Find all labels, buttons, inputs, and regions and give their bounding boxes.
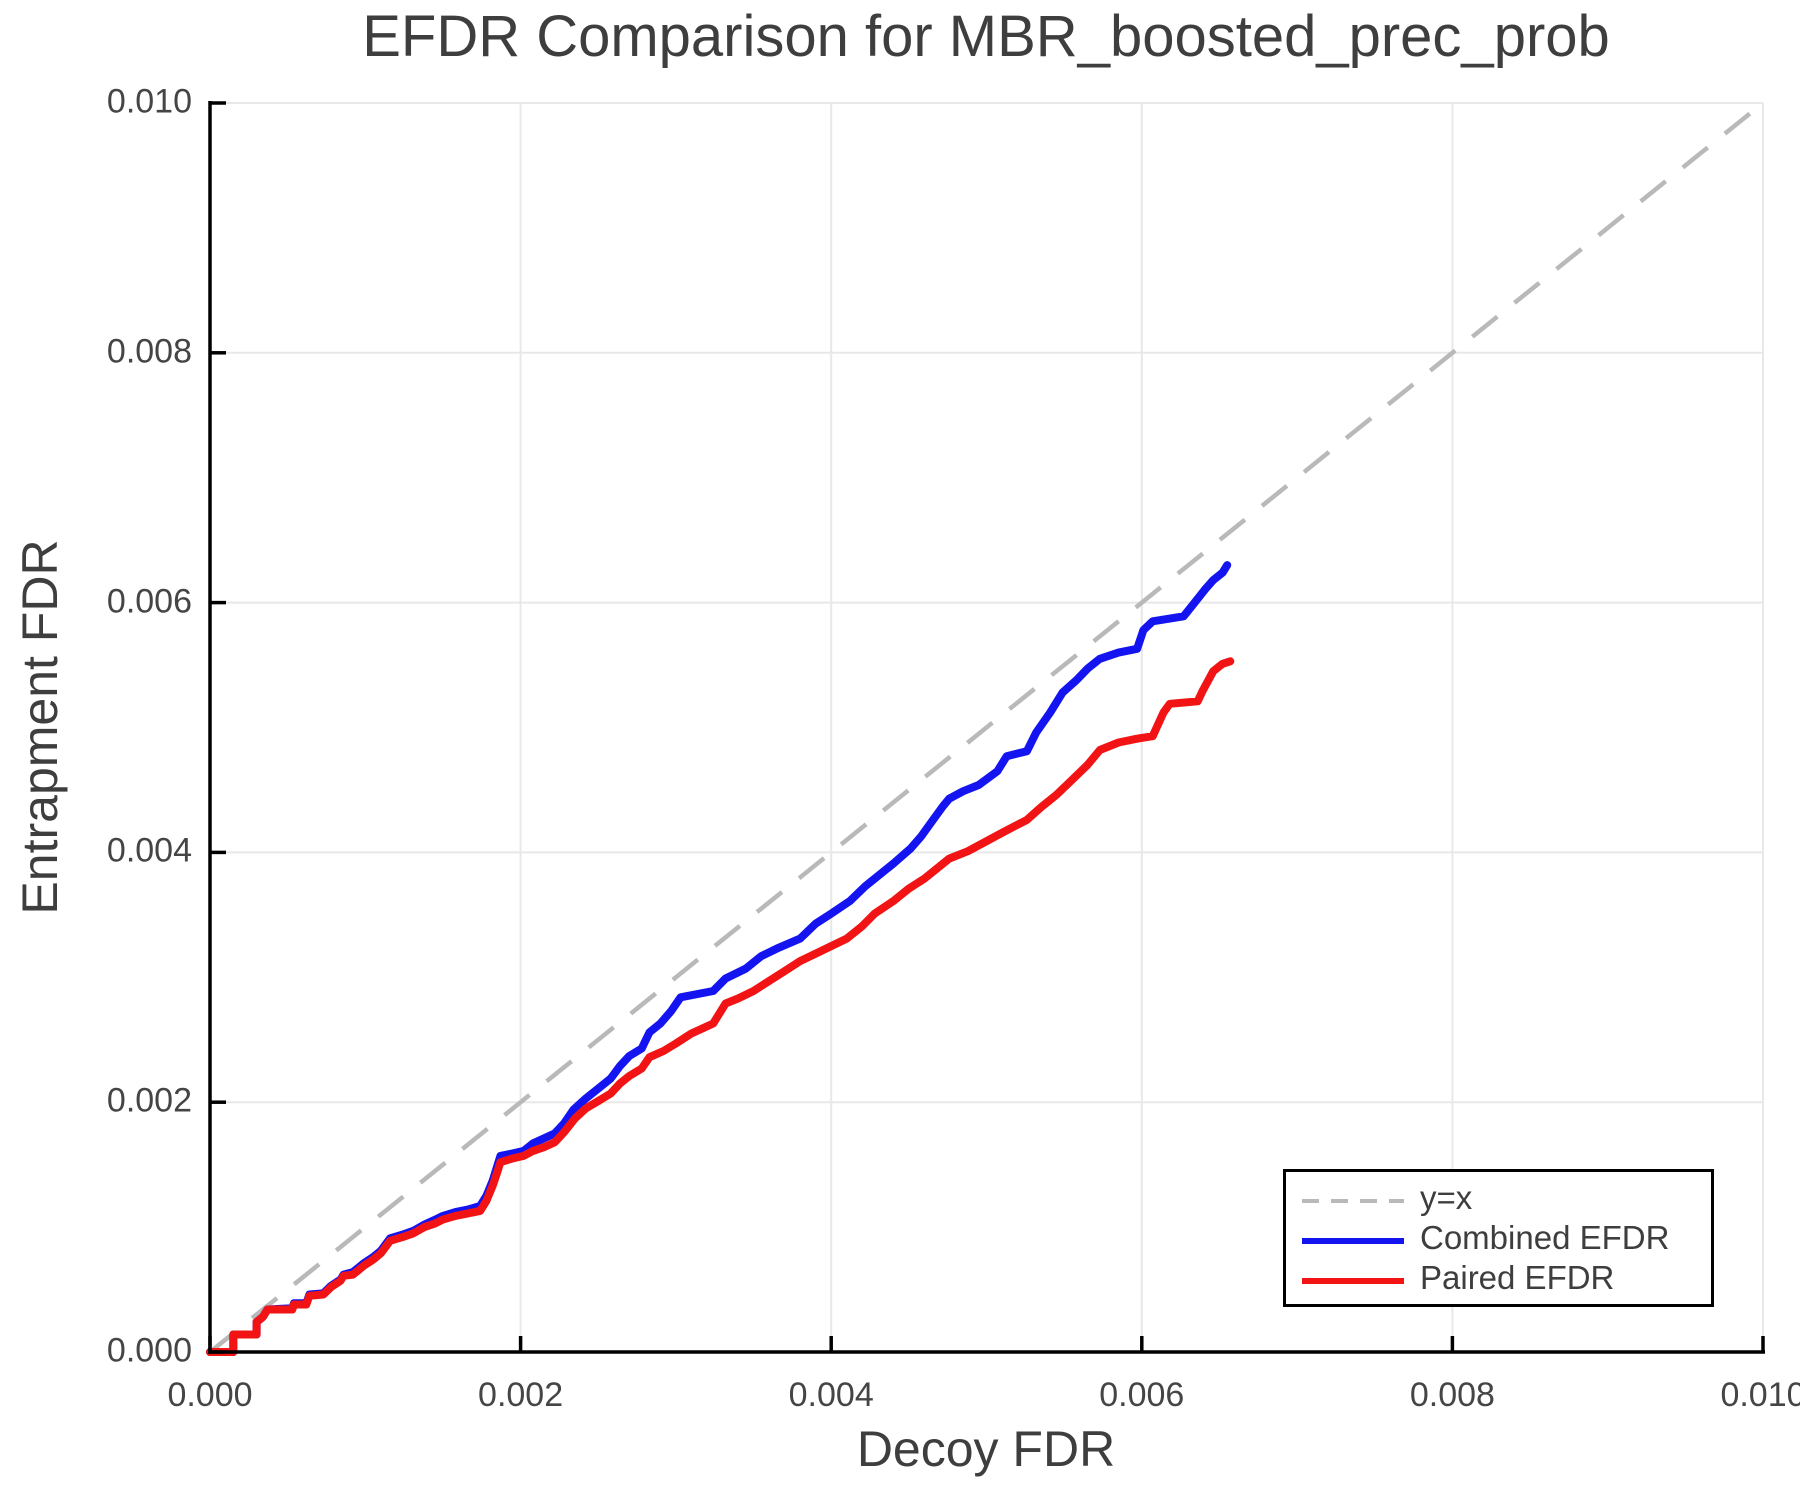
legend-item: y=x [1300, 1180, 1711, 1216]
legend-label: Paired EFDR [1420, 1259, 1615, 1296]
y-tick-label: 0.004 [106, 832, 192, 871]
y-tick-label: 0.006 [106, 582, 192, 621]
legend-item: Paired EFDR [1300, 1260, 1711, 1296]
legend-item: Combined EFDR [1300, 1220, 1711, 1256]
x-axis-label: Decoy FDR [856, 1421, 1116, 1477]
x-tick-label: 0.006 [1099, 1376, 1185, 1414]
data-series [206, 561, 1235, 1356]
legend-label: y=x [1420, 1179, 1473, 1216]
y-tick-label: 0.010 [106, 82, 192, 121]
x-tick-label: 0.000 [167, 1376, 253, 1414]
legend-line-sample [1300, 1233, 1406, 1244]
y-tick-label: 0.000 [106, 1331, 192, 1370]
reference-line-y-equals-x [208, 101, 1765, 1354]
legend-dashed-line-sample [1300, 1193, 1406, 1203]
x-tick-label: 0.008 [1409, 1376, 1495, 1414]
series-line-paired-efdr [206, 657, 1235, 1356]
x-tick-label: 0.002 [478, 1376, 564, 1414]
x-tick-label: 0.010 [1720, 1376, 1800, 1414]
x-tick-label: 0.004 [788, 1376, 874, 1414]
axes-spines [208, 101, 1765, 1354]
legend-label: Combined EFDR [1420, 1219, 1670, 1256]
y-equals-x-line [208, 101, 1765, 1354]
y-tick-label: 0.002 [106, 1081, 192, 1120]
y-tick-label: 0.008 [106, 332, 192, 371]
legend: y=x Combined EFDR Paired EFDR [1283, 1169, 1714, 1307]
series-line-combined-efdr [206, 561, 1232, 1356]
legend-line-sample [1300, 1273, 1406, 1284]
chart-title: EFDR Comparison for MBR_boosted_prec_pro… [362, 4, 1610, 69]
tick-marks [208, 101, 1765, 1354]
